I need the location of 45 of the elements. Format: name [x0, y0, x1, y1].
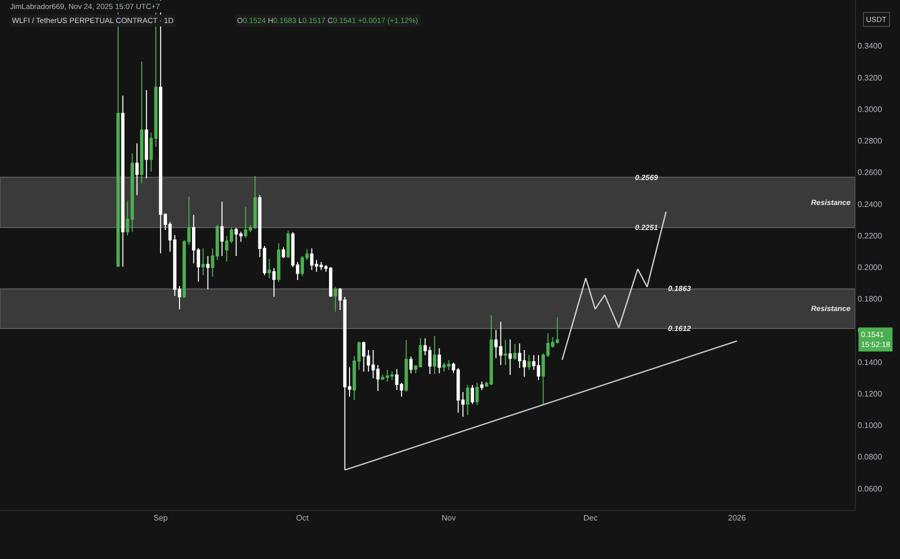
y-tick-label: 0.2000: [858, 262, 883, 272]
y-tick-label: 0.2800: [858, 136, 883, 146]
candlestick: [282, 246, 286, 258]
candlestick: [277, 242, 280, 283]
candlestick: [504, 340, 508, 366]
candlestick: [404, 340, 408, 392]
candlestick: [220, 201, 224, 256]
candlestick: [144, 90, 148, 179]
candlestick: [121, 95, 124, 268]
x-tick-label: Oct: [296, 514, 310, 523]
candlestick: [470, 384, 474, 405]
y-tick-label: 0.0800: [858, 452, 883, 462]
y-tick-label: 0.3000: [858, 104, 883, 114]
y-tick-label: 0.1200: [858, 389, 883, 398]
y-tick-label: 0.3200: [858, 73, 883, 82]
candlestick: [409, 356, 413, 374]
y-tick-label: 0.1400: [858, 358, 883, 367]
y-tick-label: 0.2400: [858, 200, 883, 209]
x-tick-label: Nov: [442, 514, 456, 523]
candlestick: [206, 255, 210, 290]
candlestick: [438, 348, 441, 374]
candlestick: [140, 61, 144, 184]
candlestick: [513, 344, 517, 360]
candlestick: [135, 142, 139, 196]
candlestick: [508, 338, 512, 376]
y-tick-label: 0.3400: [858, 42, 883, 51]
y-tick-label: 0.1000: [858, 421, 883, 430]
y-tick-label: 0.1800: [858, 294, 883, 304]
candlestick: [466, 384, 470, 416]
y-tick-label: 0.0600: [858, 484, 883, 494]
candlestick: [334, 286, 338, 312]
candlestick: [286, 230, 290, 258]
y-tick-label: 0.2600: [858, 168, 883, 178]
x-tick-label: Sep: [153, 514, 168, 523]
candlestick: [432, 335, 436, 375]
y-tick-label: 0.2200: [858, 231, 883, 240]
x-tick-label: 2026: [728, 514, 746, 523]
x-tick-label: Dec: [583, 514, 598, 523]
candlestick: [480, 381, 484, 391]
line-series: [561, 211, 667, 361]
candlestick: [268, 258, 271, 279]
candlestick: [527, 354, 531, 370]
candlestick: [475, 382, 479, 406]
candlestick: [272, 267, 276, 298]
candlestick: [201, 248, 205, 276]
